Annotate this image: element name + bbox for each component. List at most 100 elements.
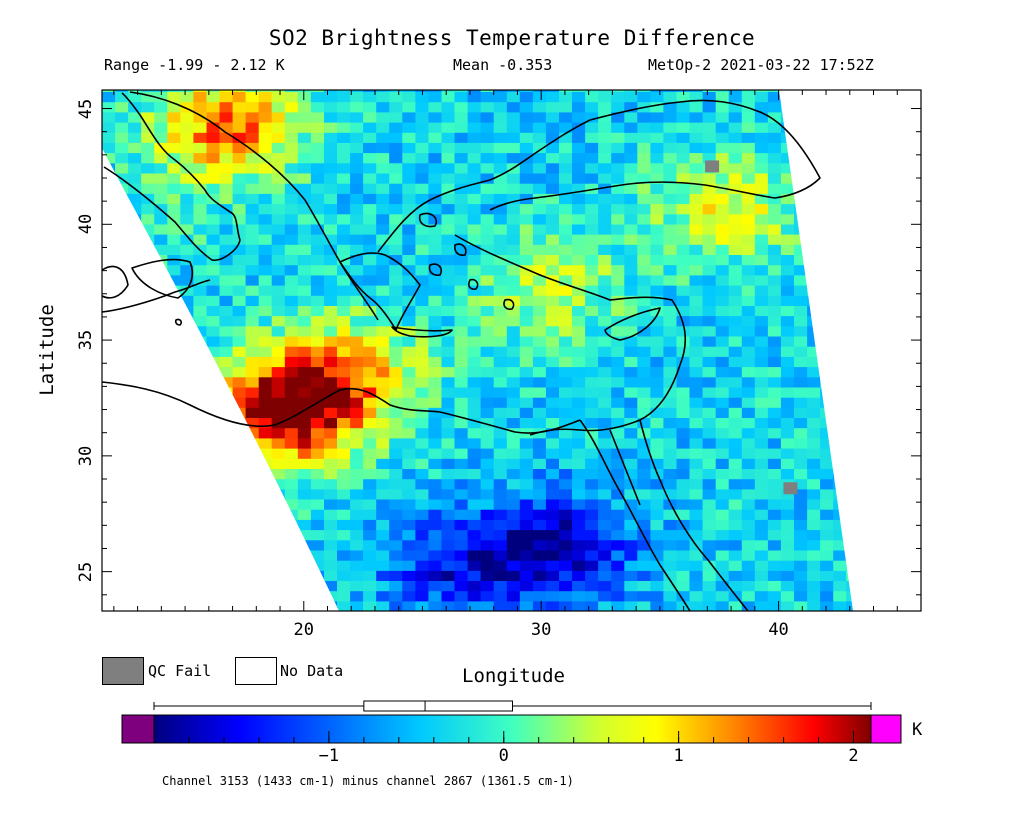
heatmap-cell <box>572 356 586 368</box>
heatmap-cell <box>102 142 116 154</box>
heatmap-cell <box>128 346 142 357</box>
heatmap-cell <box>885 509 899 520</box>
heatmap-cell <box>859 377 873 388</box>
heatmap-cell <box>193 152 208 164</box>
heatmap-cell <box>754 183 769 194</box>
heatmap-cell <box>846 529 853 541</box>
heatmap-cell <box>271 468 286 480</box>
heatmap-cell <box>702 101 717 113</box>
heatmap-cell <box>180 448 194 459</box>
heatmap-cell <box>350 386 364 398</box>
heatmap-cell <box>402 315 416 327</box>
heatmap-cell <box>206 122 221 133</box>
heatmap-cell <box>885 428 899 439</box>
heatmap-cell <box>258 356 273 368</box>
heatmap-cell <box>650 305 665 317</box>
heatmap-cell <box>637 570 651 581</box>
heatmap-cell <box>480 407 495 418</box>
heatmap-cell <box>611 560 625 571</box>
heatmap-cell <box>376 315 390 327</box>
heatmap-cell <box>141 132 155 143</box>
heatmap-cell <box>754 468 769 480</box>
heatmap-cell <box>650 111 665 123</box>
heatmap-cell <box>650 254 665 266</box>
heatmap-cell <box>663 519 678 531</box>
heatmap-cell <box>859 397 873 408</box>
heatmap-cell <box>689 244 704 255</box>
heatmap-cell <box>193 346 208 357</box>
heatmap-cell <box>598 539 612 551</box>
heatmap-cell <box>663 366 678 378</box>
heatmap-cell <box>441 172 456 184</box>
qc-fail-cell <box>705 160 720 173</box>
heatmap-cell <box>572 122 586 133</box>
heatmap-cell <box>454 274 469 286</box>
heatmap-cell <box>506 478 521 490</box>
heatmap-cell <box>898 346 912 357</box>
heatmap-cell <box>767 366 782 378</box>
heatmap-cell <box>833 580 847 592</box>
heatmap-cell <box>650 285 665 296</box>
heatmap-cell <box>663 468 678 480</box>
heatmap-cell <box>780 448 795 459</box>
heatmap-cell <box>532 234 547 245</box>
heatmap-cell <box>310 570 325 581</box>
heatmap-cell <box>232 448 247 459</box>
heatmap-cell <box>350 285 364 296</box>
heatmap-cell <box>820 315 834 327</box>
heatmap-cell <box>559 91 573 103</box>
heatmap-cell <box>611 570 625 581</box>
heatmap-cell <box>702 458 717 469</box>
heatmap-cell <box>676 417 691 429</box>
heatmap-cell <box>833 590 847 602</box>
heatmap-cell <box>585 346 599 357</box>
heatmap-cell <box>885 214 899 225</box>
heatmap-cell <box>676 142 691 154</box>
heatmap-cell <box>271 346 286 357</box>
heatmap-cell <box>350 397 364 408</box>
heatmap-cell <box>519 366 534 378</box>
heatmap-cell <box>689 376 704 388</box>
heatmap-cell <box>859 448 873 459</box>
heatmap-cell <box>912 367 926 378</box>
heatmap-cell <box>128 193 142 205</box>
heatmap-cell <box>872 91 886 102</box>
heatmap-cell <box>912 346 926 357</box>
heatmap-cell <box>780 203 795 215</box>
heatmap-cell <box>258 193 273 205</box>
heatmap-cell <box>480 376 495 388</box>
heatmap-cell <box>833 315 847 327</box>
heatmap-cell <box>141 498 155 510</box>
heatmap-cell <box>767 295 782 306</box>
heatmap-cell <box>807 234 821 245</box>
heatmap-cell <box>480 498 495 510</box>
heatmap-cell <box>807 509 821 520</box>
heatmap-cell <box>702 366 717 378</box>
heatmap-cell <box>559 458 573 469</box>
heatmap-cell <box>232 203 247 215</box>
heatmap-cell <box>271 244 286 255</box>
heatmap-cell <box>376 397 390 408</box>
heatmap-cell <box>637 519 651 531</box>
heatmap-cell <box>611 529 625 541</box>
heatmap-cell <box>559 356 573 368</box>
heatmap-cell <box>794 101 808 113</box>
heatmap-cell <box>363 498 377 510</box>
heatmap-cell <box>115 162 129 174</box>
heatmap-cell <box>663 264 678 276</box>
heatmap-cell <box>859 122 873 133</box>
heatmap-cell <box>559 529 573 541</box>
heatmap-cell <box>180 295 194 306</box>
heatmap-cell <box>846 417 853 429</box>
heatmap-cell <box>376 90 390 92</box>
heatmap-cell <box>833 285 847 296</box>
heatmap-cell <box>180 458 194 469</box>
heatmap-cell <box>167 264 181 276</box>
heatmap-cell <box>493 498 508 510</box>
heatmap-cell <box>637 437 651 449</box>
heatmap-cell <box>754 509 769 520</box>
heatmap-cell <box>572 295 586 306</box>
heatmap-cell <box>585 590 599 602</box>
heatmap-cell <box>454 122 469 133</box>
heatmap-cell <box>193 386 208 398</box>
